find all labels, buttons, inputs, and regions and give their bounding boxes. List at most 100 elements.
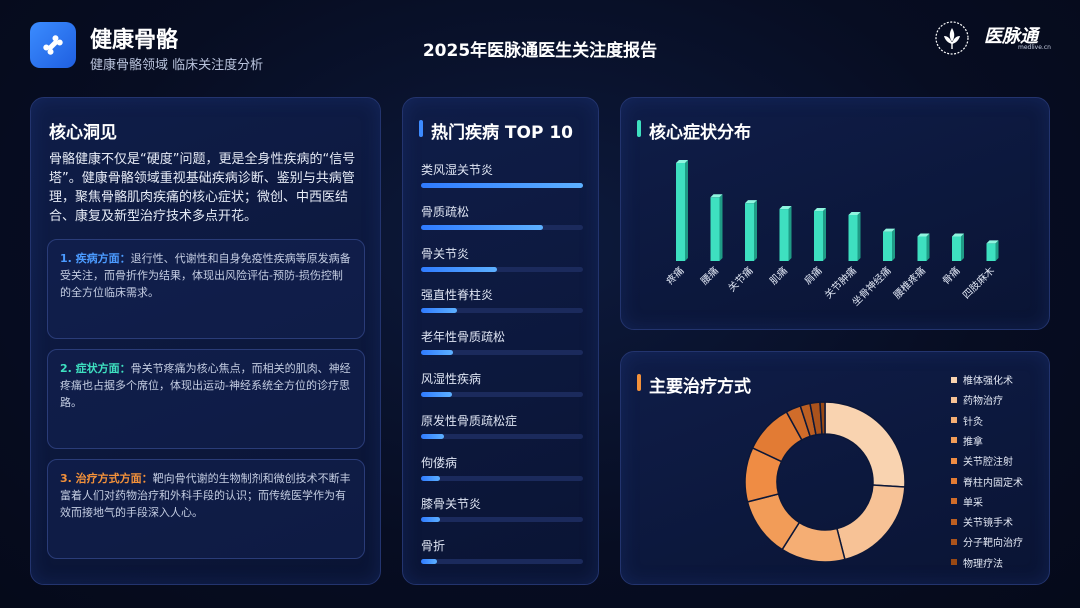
symptoms-title-bar [637,120,641,137]
rank-item-label: 膝骨关节炎 [421,497,482,512]
symptom-bar [814,208,826,261]
legend-swatch [951,478,957,484]
symptom-tick-label: 疼痛 [663,264,686,287]
rank-item-bar [421,433,444,439]
brand-logo: 医脉通 [984,26,1038,47]
legend-label: 物理疗法 [963,558,1003,570]
rank-item-bar [421,559,438,565]
legend-label: 药物治疗 [963,396,1003,408]
legend-swatch [951,559,957,566]
rank-item-track [421,308,583,314]
legend-label: 脊柱内固定术 [963,477,1023,489]
symptom-tick-label: 关节肿痛 [822,264,859,301]
rank-item-bar [421,183,583,188]
legend-label: 针灸 [963,416,983,428]
legend-swatch [951,437,957,444]
symptom-bar [676,160,688,261]
treatment-slice [836,484,906,561]
brand-url: medlive.cn [1018,44,1051,51]
rank-item-track [421,266,583,272]
insight-panel: 核心洞见 骨骼健康不仅是“硬度”问题，更是全身性疾病的“信号塔”。健康骨骼领域重… [30,97,381,585]
rank-item-label: 骨折 [421,539,446,554]
symptom-bar [883,228,895,261]
symptom-bar [917,233,930,261]
legend-label: 单采 [963,497,983,509]
legend-item: 药物治疗 [951,392,1003,407]
legend-label: 椎体强化术 [963,376,1013,387]
bone-icon [43,35,63,55]
insight-card: 1. 疾病方面：退行性、代谢性和自身免疫性疾病等原发病备受关注，而骨折作为结果，… [47,239,365,339]
treatment-donut-chart [744,401,906,563]
rank-item-bar [421,266,498,272]
symptom-tick-label: 肌痛 [767,264,790,287]
insight-title: 核心洞见 [49,123,117,143]
app-icon [30,22,76,68]
legend-item: 分子靶向治疗 [951,534,1023,549]
legend-label: 推拿 [963,436,983,448]
top10-title-bar [419,120,423,137]
legend-item: 单采 [951,494,983,509]
rank-item-track [421,183,583,188]
rank-item-track [421,350,583,356]
symptom-tick-label: 腰痛 [698,264,721,287]
rank-item-bar [421,350,454,356]
report-title: 2025年医脉通医生关注度报告 [422,41,658,61]
symptom-tick-label: 骨痛 [939,264,962,287]
symptom-bar [745,200,757,261]
insight-card-text: 靶向骨代谢的生物制剂和微创技术不断丰富着人们对药物治疗和外科手段的认识；而传统医… [60,472,351,519]
treatment-slice [824,401,906,488]
legend-label: 关节镜手术 [963,518,1013,530]
rank-item-label: 骨质疏松 [421,204,470,219]
insight-card-lead: 2. 症状方面： [60,362,131,375]
symptom-bar [952,233,964,261]
legend-item: 椎体强化术 [951,372,1013,387]
symptom-bar [848,211,861,261]
legend-item: 物理疗法 [951,555,1003,570]
insight-card-lead: 1. 疾病方面： [60,252,131,265]
symptom-bar [710,194,723,261]
treatment-slice [819,401,826,435]
insight-card-text: 骨关节疼痛为核心焦点，而相关的肌肉、神经疼痛也占据多个席位，体现出运动-神经系统… [60,362,351,409]
rank-item-label: 类风湿关节炎 [421,163,494,177]
symptom-bar [986,240,999,261]
legend-swatch [951,376,957,383]
rank-item-label: 老年性骨质疏松 [421,330,506,345]
symptoms-panel: 核心症状分布 疼痛 腰痛 关节痛 肌痛 肩痛 关节肿痛 坐骨神经痛 腰椎疼痛 骨痛 四肢麻木 [620,97,1050,330]
rank-item-track [421,224,583,230]
emblem-logo-icon [935,21,969,55]
rank-item-track [421,392,583,397]
rank-item-track [421,559,583,565]
treatment-title: 主要治疗方式 [649,377,751,397]
page-title: 健康骨骼 [90,28,179,53]
rank-item-label: 强直性脊柱炎 [421,288,494,303]
rank-item-bar [421,517,441,523]
legend-item: 关节镜手术 [951,514,1013,529]
legend-swatch [951,498,957,505]
rank-item-bar [421,475,441,481]
symptom-bar [779,206,792,261]
insight-card-text: 退行性、代谢性和自身免疫性疾病等原发病备受关注，而骨折作为结果，体现出风险评估-… [60,252,351,299]
legend-item: 脊柱内固定术 [951,474,1023,489]
legend-item: 针灸 [951,413,983,428]
symptom-tick-label: 肩痛 [801,264,824,287]
rank-item-track [421,475,583,481]
insight-card: 3. 治疗方式方面：靶向骨代谢的生物制剂和微创技术不断丰富着人们对药物治疗和外科… [47,459,365,559]
page-subtitle: 健康骨骼领域 临床关注度分析 [90,58,264,73]
rank-item-bar [421,392,452,397]
symptom-tick-label: 关节痛 [725,264,755,294]
rank-item-label: 原发性骨质疏松症 [421,413,518,428]
insight-card: 2. 症状方面：骨关节疼痛为核心焦点，而相关的肌肉、神经疼痛也占据多个席位，体现… [47,349,365,449]
rank-item-label: 佝偻病 [421,455,458,470]
treatment-title-bar [637,374,641,391]
legend-swatch [951,538,957,545]
symptom-tick-label: 腰椎疼痛 [891,264,928,301]
rank-item-label: 骨关节炎 [421,246,470,261]
rank-item-label: 风湿性疾病 [421,372,482,386]
legend-swatch [951,518,957,525]
insight-intro: 骨骼健康不仅是“硬度”问题，更是全身性疾病的“信号塔”。健康骨骼领域重视基础疾病… [49,152,356,224]
symptom-tick-label: 四肢麻木 [960,264,997,301]
legend-swatch [951,396,957,403]
symptoms-title: 核心症状分布 [649,123,751,143]
legend-label: 分子靶向治疗 [963,538,1023,550]
